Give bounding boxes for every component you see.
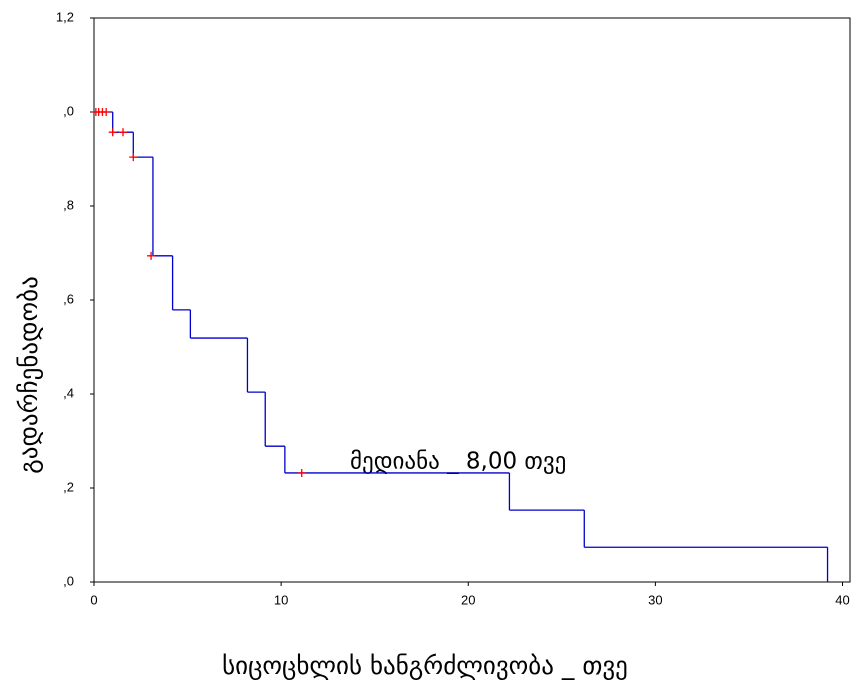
x-tick-label: 40 bbox=[835, 592, 849, 607]
x-tick-label: 10 bbox=[274, 592, 288, 607]
censor-mark bbox=[129, 153, 138, 162]
x-tick-label: 20 bbox=[461, 592, 475, 607]
censor-mark bbox=[119, 128, 128, 137]
y-tick-label: 1,2 bbox=[56, 9, 74, 24]
y-tick-label: ,0 bbox=[63, 103, 74, 118]
y-tick-label: ,4 bbox=[63, 385, 74, 400]
y-tick-label: ,8 bbox=[63, 197, 74, 212]
annotation: მედიანა _ 8,00 თვე bbox=[350, 449, 566, 475]
y-tick-label: ,0 bbox=[63, 573, 74, 588]
y-tick-label: ,6 bbox=[63, 291, 74, 306]
censor-mark bbox=[297, 468, 306, 477]
censor-mark bbox=[108, 128, 117, 137]
x-tick-label: 0 bbox=[90, 592, 97, 607]
x-axis-label: სიცოცხლის ხანგრძლივობა _ თვე bbox=[222, 651, 628, 680]
censor-mark bbox=[102, 108, 111, 116]
censor-mark bbox=[147, 251, 156, 260]
y-tick-label: ,2 bbox=[63, 479, 74, 494]
y-axis-label: გადარჩენადობა bbox=[14, 276, 43, 474]
x-tick-label: 30 bbox=[648, 592, 662, 607]
plot-frame bbox=[93, 17, 851, 583]
